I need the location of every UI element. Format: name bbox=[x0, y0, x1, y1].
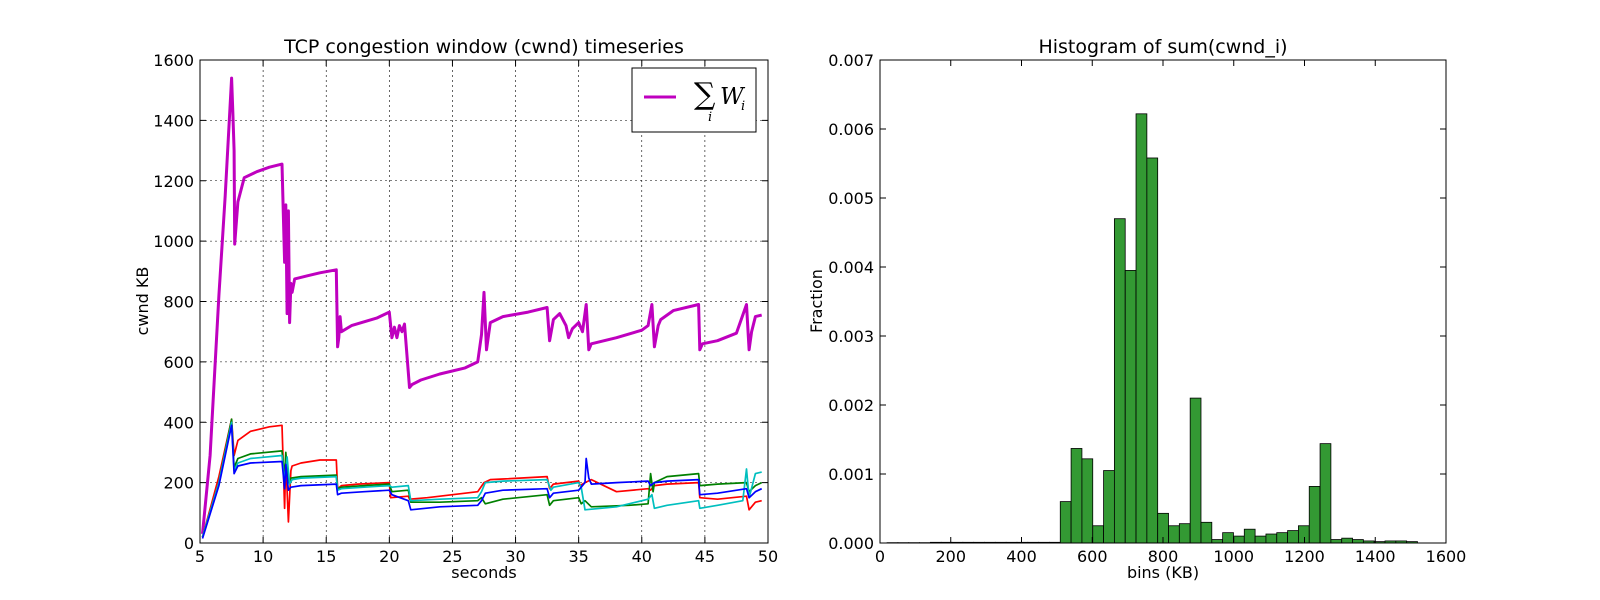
histogram-bar bbox=[1287, 530, 1299, 544]
legend-variable: W bbox=[720, 84, 746, 110]
right-x-tick-label: 200 bbox=[935, 547, 966, 566]
left-y-tick-label: 800 bbox=[163, 293, 194, 312]
legend-box bbox=[631, 67, 757, 133]
series-line-0 bbox=[201, 76, 763, 535]
right-y-tick-label: 0.007 bbox=[828, 51, 874, 70]
right-x-tick-label: 1200 bbox=[1284, 547, 1325, 566]
left-y-tick-label: 1200 bbox=[153, 172, 194, 191]
legend-variable-subscript: i bbox=[741, 99, 745, 114]
histogram-bar bbox=[1081, 458, 1094, 544]
histogram-bar bbox=[1243, 528, 1256, 544]
histogram-bar bbox=[1092, 525, 1104, 544]
series-line-4 bbox=[201, 424, 763, 539]
left-y-tick-label: 600 bbox=[163, 353, 194, 372]
right-x-tick-label: 0 bbox=[875, 547, 885, 566]
left-y-axis-label: cwnd KB bbox=[133, 267, 152, 336]
histogram-bar bbox=[1189, 397, 1202, 544]
left-x-axis-label: seconds bbox=[451, 563, 516, 582]
right-x-axis-label: bins (KB) bbox=[1127, 563, 1199, 582]
left-y-tick-label: 1400 bbox=[153, 111, 194, 130]
right-y-tick-label: 0.006 bbox=[828, 120, 874, 139]
right-x-tick-label: 600 bbox=[1077, 547, 1108, 566]
right-y-tick-label: 0.004 bbox=[828, 258, 874, 277]
left-y-tick-label: 200 bbox=[163, 474, 194, 493]
histogram-chart: Histogram of sum(cwnd_i) 0 200 400 600 800 10… bbox=[807, 36, 1466, 582]
left-x-tick-label: 5 bbox=[195, 547, 205, 566]
histogram-bar bbox=[1070, 448, 1083, 544]
histogram-bar bbox=[1124, 270, 1137, 544]
left-x-tick-label: 40 bbox=[632, 547, 652, 566]
left-y-tick-label: 400 bbox=[163, 413, 194, 432]
left-x-tick-label: 45 bbox=[695, 547, 715, 566]
right-x-tick-label: 1000 bbox=[1213, 547, 1254, 566]
histogram-bar bbox=[1113, 218, 1126, 544]
right-x-tick-label: 1400 bbox=[1355, 547, 1396, 566]
right-chart-title: Histogram of sum(cwnd_i) bbox=[1038, 36, 1287, 58]
right-plot-frame bbox=[879, 59, 1447, 544]
right-y-tick-label: 0.001 bbox=[828, 465, 874, 484]
right-x-tick-label: 400 bbox=[1006, 547, 1037, 566]
left-y-tick-label: 1600 bbox=[153, 51, 194, 70]
right-y-axis-label: Fraction bbox=[807, 269, 826, 333]
histogram-bar bbox=[1319, 443, 1332, 544]
right-x-tick-label: 800 bbox=[1148, 547, 1179, 566]
histogram-bar bbox=[1059, 501, 1072, 544]
histogram-bar bbox=[1146, 157, 1159, 544]
histogram-bar bbox=[1330, 539, 1343, 544]
histogram-bar bbox=[1178, 523, 1191, 544]
histogram-bar bbox=[1341, 537, 1353, 544]
legend-sigma: ∑ bbox=[694, 77, 716, 112]
histogram-bar bbox=[1352, 539, 1364, 544]
left-grid bbox=[200, 60, 768, 543]
histogram-bar bbox=[1222, 532, 1234, 544]
left-chart-title: TCP congestion window (cwnd) timeseries bbox=[283, 36, 684, 58]
left-x-tick-label: 25 bbox=[442, 547, 462, 566]
right-x-tick-label: 1600 bbox=[1426, 547, 1467, 566]
left-y-tick-label: 0 bbox=[184, 534, 194, 553]
histogram-bar bbox=[1265, 533, 1278, 544]
right-ticks: 0 200 400 600 800 1000 1200 1400 1600 0.000 0.001 0… bbox=[828, 51, 1466, 566]
left-x-tick-label: 30 bbox=[505, 547, 525, 566]
histogram-bar bbox=[1211, 539, 1224, 544]
left-legend: ∑ i W i bbox=[631, 67, 757, 133]
histogram-bar bbox=[1135, 113, 1148, 544]
left-x-tick-label: 35 bbox=[568, 547, 588, 566]
cwnd-timeseries-chart: TCP congestion window (cwnd) timeseries … bbox=[133, 36, 778, 582]
left-x-tick-label: 20 bbox=[379, 547, 399, 566]
histogram-bar bbox=[1168, 525, 1180, 544]
right-y-tick-label: 0.003 bbox=[828, 327, 874, 346]
histogram-bar bbox=[1298, 525, 1310, 544]
histogram-bar bbox=[1276, 532, 1288, 544]
right-y-tick-label: 0.000 bbox=[828, 534, 874, 553]
left-y-tick-label: 1000 bbox=[153, 232, 194, 251]
histogram-bar bbox=[1200, 521, 1213, 544]
right-y-tick-label: 0.002 bbox=[828, 396, 874, 415]
histogram-bar bbox=[1254, 535, 1267, 544]
left-x-tick-label: 50 bbox=[758, 547, 778, 566]
histogram-bar bbox=[1233, 535, 1245, 544]
left-x-tick-label: 15 bbox=[316, 547, 336, 566]
left-x-tick-label: 10 bbox=[253, 547, 273, 566]
histogram-bar bbox=[1103, 470, 1115, 544]
histogram-bar bbox=[1308, 486, 1321, 544]
right-y-tick-label: 0.005 bbox=[828, 189, 874, 208]
histogram-bars bbox=[886, 113, 1418, 544]
legend-sigma-subscript: i bbox=[708, 110, 712, 125]
left-series-group bbox=[201, 76, 763, 539]
series-line-1 bbox=[201, 418, 762, 538]
left-ticks: 5 10 15 20 25 30 35 40 45 50 0 200 400 600 800 1000 1200… bbox=[153, 51, 778, 566]
